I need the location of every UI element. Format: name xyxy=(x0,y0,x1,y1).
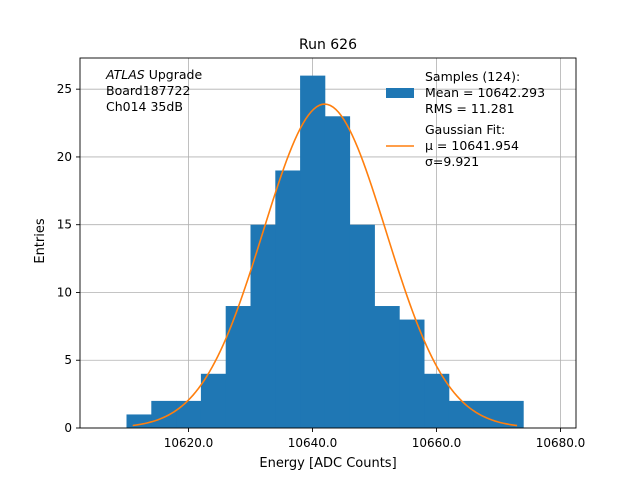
y-tick-label-2: 10 xyxy=(57,285,72,299)
y-tick-label-0: 0 xyxy=(64,421,72,435)
histogram-bar-4 xyxy=(225,306,251,428)
legend-text-0-2: RMS = 11.281 xyxy=(425,101,515,116)
legend-text-1-1: μ = 10641.954 xyxy=(425,138,519,153)
x-tick-label-0: 10620.0 xyxy=(164,436,214,450)
histogram-bar-12 xyxy=(424,373,450,428)
gaussian-fit-curve xyxy=(132,103,518,427)
x-tick-label-1: 10640.0 xyxy=(288,436,338,450)
histogram-bar-7 xyxy=(300,75,326,428)
histogram-bar-14 xyxy=(473,400,499,428)
histogram-bars xyxy=(126,75,524,429)
annotation-line-0: ATLAS Upgrade xyxy=(105,67,202,82)
legend-text-1-0: Gaussian Fit: xyxy=(425,122,505,137)
legend-text-1-2: σ=9.921 xyxy=(425,154,479,169)
x-axis-label: Energy [ADC Counts] xyxy=(259,456,396,471)
histogram-bar-2 xyxy=(176,400,202,428)
histogram-bar-8 xyxy=(324,116,351,429)
histogram-bar-1 xyxy=(151,400,177,428)
legend-text-0-1: Mean = 10642.293 xyxy=(425,85,545,100)
plot-frame xyxy=(79,57,577,429)
y-tick-label-1: 5 xyxy=(64,353,72,367)
x-ticks: 10620.0 10640.0 10660.0 10680.0 xyxy=(164,428,586,450)
chart-title: Run 626 xyxy=(299,37,357,53)
legend-text-0-0: Samples (124): xyxy=(425,69,520,84)
annotation-line-2: Ch014 35dB xyxy=(106,99,183,114)
y-tick-label-4: 20 xyxy=(57,150,72,164)
atlas-annotation: ATLAS Upgrade Board187722 Ch014 35dB xyxy=(105,67,202,114)
y-tick-label-3: 15 xyxy=(57,218,72,232)
histogram-bar-5 xyxy=(250,224,276,428)
legend: Samples (124): Mean = 10642.293 RMS = 11… xyxy=(386,69,545,169)
histogram-bar-11 xyxy=(399,319,425,428)
histogram-bar-6 xyxy=(275,170,301,428)
histogram-bar-9 xyxy=(349,224,375,428)
histogram-bar-10 xyxy=(374,306,400,428)
histogram-bar-13 xyxy=(448,400,475,428)
annotation-line-1: Board187722 xyxy=(106,83,190,98)
annotation-text-2: Ch014 35dB xyxy=(106,99,183,114)
y-tick-label-5: 25 xyxy=(57,82,72,96)
y-axis-label: Entries xyxy=(33,218,48,264)
x-tick-label-2: 10660.0 xyxy=(412,436,462,450)
legend-hist-swatch xyxy=(386,88,414,98)
annotation-text-0: Upgrade xyxy=(145,67,203,82)
x-tick-label-3: 10680.0 xyxy=(536,436,586,450)
annotation-text-1: Board187722 xyxy=(106,83,190,98)
histogram-bar-3 xyxy=(200,373,227,428)
y-ticks: 0 5 10 15 20 25 xyxy=(57,82,80,435)
annotation-italic-0: ATLAS xyxy=(105,67,145,82)
histogram-bar-0 xyxy=(126,414,152,428)
